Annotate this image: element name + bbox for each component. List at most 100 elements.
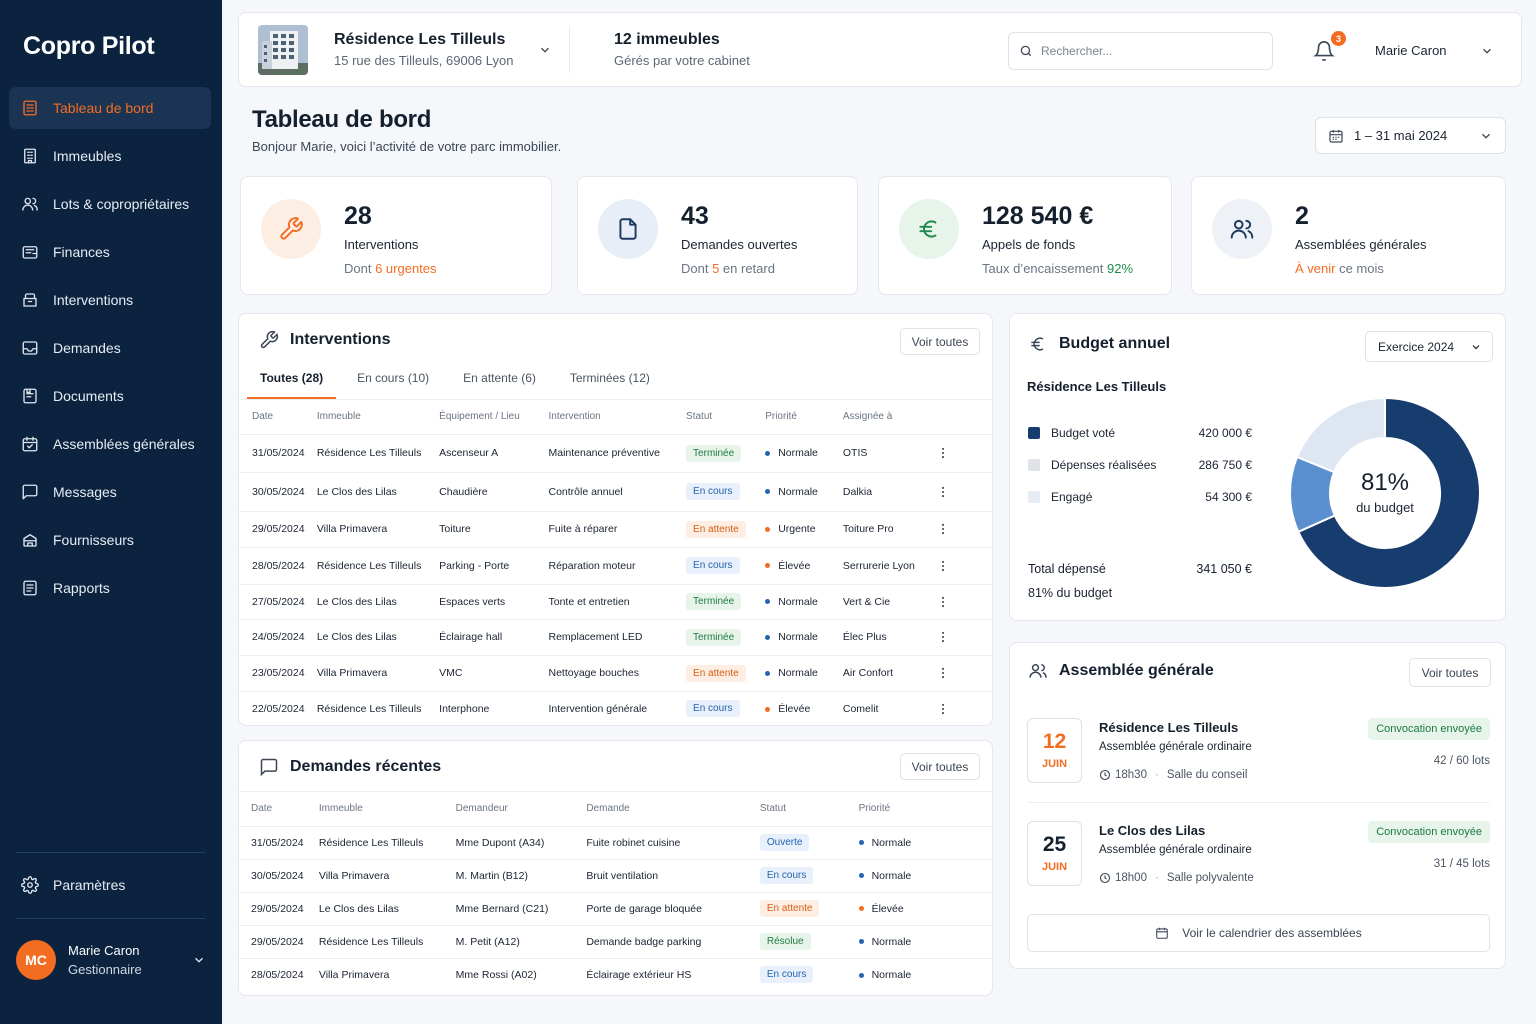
kpi-icon-badge bbox=[1212, 199, 1272, 259]
table-row[interactable]: 28/05/2024 Résidence Les Tilleuls Parking … bbox=[239, 547, 992, 585]
ag-month: JUIN bbox=[1041, 861, 1068, 873]
ag-name: Résidence Les Tilleuls bbox=[1099, 720, 1239, 735]
more-vertical-icon[interactable] bbox=[936, 485, 950, 499]
table-cell: Le Clos des Lilas bbox=[316, 619, 440, 656]
view-all-demandes-button[interactable]: Voir toutes bbox=[900, 753, 980, 780]
tab-interventions-0[interactable]: Toutes (28) bbox=[247, 365, 337, 399]
kpi-value: 43 bbox=[681, 202, 709, 230]
budget-donut-chart bbox=[1290, 396, 1480, 589]
more-vertical-icon[interactable] bbox=[936, 630, 950, 644]
status-badge: En cours bbox=[686, 700, 740, 718]
sidebar-item-inbox[interactable]: Demandes bbox=[9, 327, 211, 369]
table-cell: Parking - Porte bbox=[439, 547, 549, 585]
app-logo: Copro Pilot bbox=[23, 32, 155, 60]
sidebar-item-report[interactable]: Rapports bbox=[9, 567, 211, 609]
view-all-interventions-button[interactable]: Voir toutes bbox=[900, 328, 980, 355]
calendar-icon bbox=[1156, 927, 1169, 939]
chevron-down-icon[interactable] bbox=[538, 43, 552, 57]
table-cell: 29/05/2024 bbox=[239, 925, 319, 959]
tab-interventions-1[interactable]: En cours (10) bbox=[357, 371, 430, 385]
interventions-panel: Interventions Voir toutes Toutes (28) En … bbox=[238, 313, 993, 726]
more-vertical-icon[interactable] bbox=[936, 446, 950, 460]
ag-date-badge: 25 JUIN bbox=[1027, 821, 1082, 886]
sidebar-item-folder[interactable]: Documents bbox=[9, 375, 211, 417]
priority: Normale bbox=[858, 936, 911, 948]
status-badge: En attente bbox=[759, 900, 820, 917]
table-row[interactable]: 22/05/2024 Résidence Les Tilleuls Interpho… bbox=[239, 691, 992, 726]
donut-value: 81% bbox=[1360, 469, 1410, 496]
sidebar-user-menu[interactable]: MC Marie Caron Gestionnaire bbox=[16, 938, 206, 982]
ag-item[interactable]: 12 JUIN Résidence Les Tilleuls Assemblée gé… bbox=[1027, 718, 1490, 804]
column-header: Priorité bbox=[765, 400, 843, 435]
sidebar-item-toolbox[interactable]: Interventions bbox=[9, 279, 211, 321]
table-row[interactable]: 29/05/2024 Résidence Les Tilleuls M. Petit… bbox=[239, 925, 992, 959]
column-header: Statut bbox=[686, 400, 766, 435]
wallet-icon bbox=[22, 246, 38, 259]
table-cell: Demande badge parking bbox=[586, 925, 760, 959]
table-cell: Serrurerie Lyon bbox=[842, 547, 936, 585]
sidebar-item-wallet[interactable]: Finances bbox=[9, 231, 211, 273]
table-cell: Résidence Les Tilleuls bbox=[316, 702, 422, 715]
residence-name[interactable]: Résidence Les Tilleuls bbox=[334, 31, 506, 48]
priority: Normale bbox=[765, 486, 818, 498]
kpi-icon-badge bbox=[261, 199, 321, 259]
sidebar-item-building[interactable]: Immeubles bbox=[9, 135, 211, 177]
donut-segment bbox=[1296, 396, 1480, 589]
sidebar-item-users[interactable]: Lots & copropriétaires bbox=[9, 183, 211, 225]
chevron-down-icon[interactable] bbox=[1480, 44, 1494, 58]
bell-icon[interactable] bbox=[1313, 39, 1335, 63]
ag-day: 25 bbox=[1042, 833, 1067, 856]
column-header: Date bbox=[239, 400, 317, 435]
table-cell: 28/05/2024 bbox=[251, 968, 304, 981]
ag-meta: 18h30 · Salle du conseil bbox=[1099, 769, 1247, 781]
view-calendar-button[interactable]: Voir le calendrier des assemblées bbox=[1027, 914, 1490, 952]
date-range-select[interactable]: 1 – 31 mai 2024 bbox=[1315, 117, 1506, 154]
sidebar-item-dashboard[interactable]: Tableau de bord bbox=[9, 87, 211, 129]
sidebar-item-settings[interactable]: Paramètres bbox=[9, 864, 211, 906]
budget-panel: Budget annuel Exercice 2024 Résidence Le… bbox=[1009, 313, 1506, 621]
table-row[interactable]: 29/05/2024 Le Clos des Lilas Mme Bernard (… bbox=[239, 892, 992, 926]
view-all-ag-button[interactable]: Voir toutes bbox=[1409, 658, 1491, 687]
sidebar-item-chat[interactable]: Messages bbox=[9, 471, 211, 513]
table-row[interactable]: 23/05/2024 Villa Primavera VMC Nettoyage bo… bbox=[239, 655, 992, 692]
table-row[interactable]: 27/05/2024 Le Clos des Lilas Espaces verts… bbox=[239, 584, 992, 620]
table-row[interactable]: 28/05/2024 Villa Primavera Mme Rossi (A02)… bbox=[239, 958, 992, 991]
residence-address: 15 rue des Tilleuls, 69006 Lyon bbox=[334, 53, 514, 68]
tab-interventions-3[interactable]: Terminées (12) bbox=[569, 371, 650, 385]
date-range-value: 1 – 31 mai 2024 bbox=[1354, 128, 1448, 143]
table-row[interactable]: 24/05/2024 Le Clos des Lilas Éclairage hal… bbox=[239, 619, 992, 656]
kpi-card-assemblees[interactable]: 2 Assemblées générales À venir ce mois bbox=[1191, 176, 1506, 295]
chevron-down-icon bbox=[1482, 133, 1490, 139]
more-vertical-icon[interactable] bbox=[936, 666, 950, 680]
top-user-name[interactable]: Marie Caron bbox=[1375, 43, 1447, 58]
kpi-label: Assemblées générales bbox=[1295, 237, 1427, 252]
sidebar-item-label: Paramètres bbox=[53, 877, 126, 893]
kpi-label: Appels de fonds bbox=[982, 237, 1076, 252]
sidebar-item-truck[interactable]: Fournisseurs bbox=[9, 519, 211, 561]
divider bbox=[569, 27, 570, 73]
table-cell: M. Petit (A12) bbox=[455, 925, 587, 959]
tab-interventions-2[interactable]: En attente (6) bbox=[463, 371, 536, 385]
kpi-card-demandes[interactable]: 43 Demandes ouvertes Dont 5 en retard bbox=[577, 176, 858, 295]
table-cell: Interphone bbox=[439, 702, 490, 715]
table-cell: Résidence Les Tilleuls bbox=[318, 925, 456, 959]
more-vertical-icon[interactable] bbox=[936, 559, 950, 573]
status-badge: Terminée bbox=[686, 444, 742, 462]
table-cell: VMC bbox=[439, 655, 549, 692]
table-row[interactable]: 30/05/2024 Villa Primavera M. Martin (B12)… bbox=[239, 859, 992, 893]
table-row[interactable]: 29/05/2024 Villa Primavera Toiture Fuite à … bbox=[239, 511, 992, 548]
ag-item[interactable]: 25 JUIN Le Clos des Lilas Assemblée général… bbox=[1027, 821, 1490, 907]
table-row[interactable]: 31/05/2024 Résidence Les Tilleuls Mme Dupo… bbox=[239, 826, 992, 860]
table-row[interactable]: 31/05/2024 Résidence Les Tilleuls Ascenseu… bbox=[239, 434, 992, 473]
kpi-card-appels-de-fonds[interactable]: 128 540 € Appels de fonds Taux d’encaissem… bbox=[878, 176, 1172, 295]
sidebar-item-calendar[interactable]: Assemblées générales bbox=[9, 423, 211, 465]
more-vertical-icon[interactable] bbox=[936, 522, 950, 536]
search-input[interactable] bbox=[1041, 44, 1241, 58]
priority: Normale bbox=[765, 596, 818, 608]
more-vertical-icon[interactable] bbox=[936, 702, 950, 716]
exercise-select[interactable]: Exercice 2024 bbox=[1365, 331, 1493, 362]
table-cell: Réparation moteur bbox=[548, 547, 687, 585]
kpi-card-interventions[interactable]: 28 Interventions Dont 6 urgentes bbox=[240, 176, 552, 295]
table-row[interactable]: 30/05/2024 Le Clos des Lilas Chaudière Cont… bbox=[239, 472, 992, 512]
more-vertical-icon[interactable] bbox=[936, 595, 950, 609]
